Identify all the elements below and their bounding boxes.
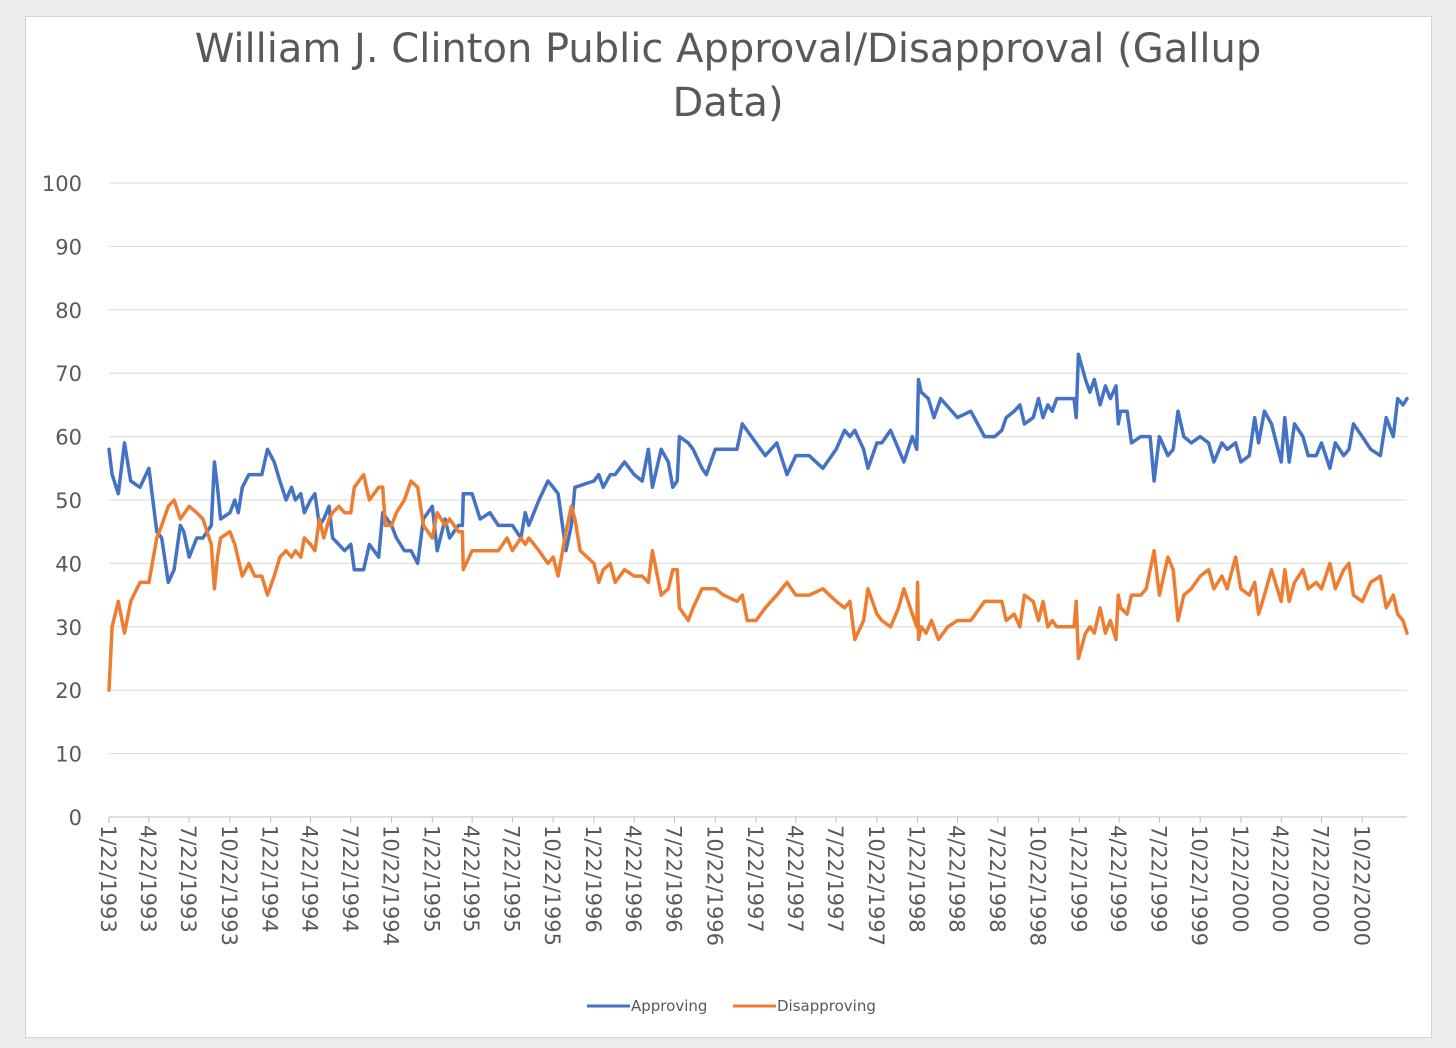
y-tick-label: 70 [55,362,82,386]
y-tick-label: 50 [55,489,82,513]
chart-title-line-1: William J. Clinton Public Approval/Disap… [194,26,1262,72]
x-tick-label: 1/22/1998 [905,825,929,933]
x-tick-label: 4/22/1999 [1106,825,1130,933]
x-tick-label: 1/22/2000 [1228,825,1252,933]
y-tick-label: 40 [55,552,82,576]
y-tick-label: 80 [55,299,82,323]
y-tick-label: 0 [69,806,82,830]
x-tick-label: 1/22/1995 [419,825,443,933]
chart-title: William J. Clinton Public Approval/Disap… [0,22,1456,130]
chart-title-line-2: Data) [672,80,784,126]
y-tick-label: 90 [55,235,82,259]
y-tick-label: 100 [42,172,82,196]
x-tick-label: 10/22/1994 [379,825,403,946]
x-tick-label: 4/22/2000 [1268,825,1292,933]
x-tick-label: 10/22/2000 [1349,825,1373,946]
x-tick-label: 10/22/1997 [864,825,888,946]
y-tick-label: 10 [55,743,82,767]
x-tick-label: 1/22/1996 [581,825,605,933]
x-tick-label: 7/22/2000 [1309,825,1333,933]
x-axis: 1/22/1993 4/22/1993 7/22/1993 10/22/1993 1/2… [96,817,1373,946]
x-tick-label: 1/22/1994 [258,825,282,933]
x-tick-label: 10/22/1998 [1026,825,1050,946]
x-tick-label: 10/22/1996 [702,825,726,946]
y-tick-label: 20 [55,679,82,703]
x-tick-label: 4/22/1998 [945,825,969,933]
gridlines [109,182,1407,818]
x-tick-label: 7/22/1999 [1146,825,1170,933]
legend-label-disapproving: Disapproving [777,997,876,1015]
x-tick-label: 10/22/1995 [540,825,564,946]
x-tick-label: 4/22/1994 [297,825,321,933]
x-tick-label: 7/22/1996 [662,825,686,933]
y-axis: 0 10 20 30 40 50 60 70 80 90 100 [42,172,82,830]
legend: Approving Disapproving [587,997,876,1015]
x-tick-label: 7/22/1997 [823,825,847,933]
legend-label-approving: Approving [631,997,707,1015]
chart-frame [25,16,1432,1038]
x-tick-label: 1/22/1999 [1066,825,1090,933]
x-tick-label: 1/22/1993 [96,825,120,933]
x-tick-label: 4/22/1996 [621,825,645,933]
x-tick-label: 1/22/1997 [743,825,767,933]
x-tick-label: 4/22/1997 [783,825,807,933]
x-tick-label: 10/22/1999 [1187,825,1211,946]
x-tick-label: 10/22/1993 [217,825,241,946]
x-tick-label: 4/22/1995 [459,825,483,933]
series-line-approving [107,352,1409,585]
x-tick-label: 7/22/1993 [176,825,200,933]
x-tick-label: 7/22/1998 [985,825,1009,933]
x-tick-label: 7/22/1995 [499,825,523,933]
x-tick-label: 7/22/1994 [338,825,362,933]
series-line-disapproving [107,472,1409,692]
x-tick-label: 4/22/1993 [136,825,160,933]
y-tick-label: 30 [55,616,82,640]
y-tick-label: 60 [55,426,82,450]
